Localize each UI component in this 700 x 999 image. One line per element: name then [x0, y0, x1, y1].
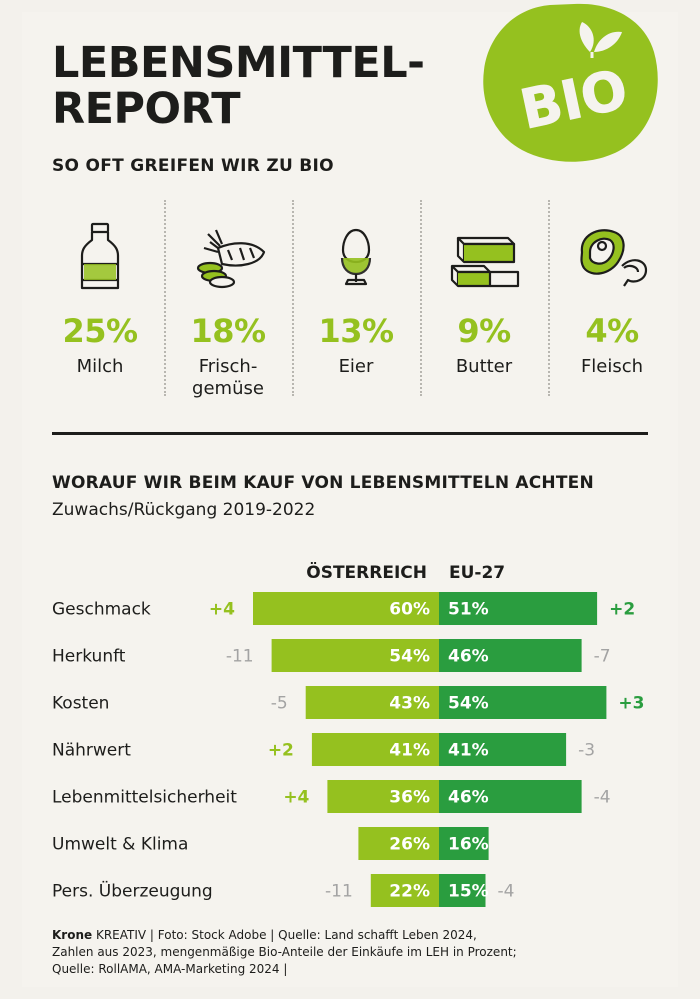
value-label-austria: 26%: [389, 835, 430, 855]
change-label-austria: -5: [271, 694, 288, 714]
category-label: Herkunft: [52, 647, 126, 667]
bar-eu: [439, 733, 567, 766]
bar-austria: [327, 780, 439, 813]
value-label-austria: 22%: [389, 882, 430, 902]
value-label-eu: 46%: [448, 788, 489, 808]
product-pct: 4%: [585, 312, 639, 350]
value-label-austria: 60%: [389, 600, 430, 620]
bar-eu: [439, 639, 582, 672]
value-label-eu: 46%: [448, 647, 489, 667]
product-label: Frisch- gemüse: [192, 356, 264, 399]
bar-austria: [305, 686, 439, 719]
page-title: LEBENSMITTEL- REPORT: [52, 38, 425, 134]
product-pct: 18%: [190, 312, 266, 350]
footer-line-3: Quelle: RollAMA, AMA-Marketing 2024 |: [52, 962, 288, 976]
change-label-eu: -4: [594, 788, 611, 808]
page-frame: [22, 12, 678, 987]
title-line-1: LEBENSMITTEL-: [52, 38, 425, 88]
change-label-eu: -4: [498, 882, 515, 902]
product-label: Milch: [76, 356, 124, 377]
milk-bottle-icon: [80, 222, 120, 290]
product-eggs: 13% Eier: [292, 200, 420, 400]
divider: [164, 200, 166, 396]
bar-austria: [271, 639, 439, 672]
value-label-austria: 54%: [389, 647, 430, 667]
value-label-eu: 41%: [448, 741, 489, 761]
bar-eu: [439, 780, 582, 813]
product-pct: 25%: [62, 312, 138, 350]
meat-icon: [580, 229, 648, 287]
product-label: Butter: [455, 356, 513, 377]
change-label-austria: +4: [283, 788, 309, 808]
chart-title: WORAUF WIR BEIM KAUF VON LEBENSMITTELN A…: [52, 473, 594, 493]
change-label-austria: -11: [226, 647, 254, 667]
chart-subtitle: Zuwachs/Rückgang 2019-2022: [52, 500, 316, 520]
value-label-austria: 36%: [389, 788, 430, 808]
bar-eu: [439, 686, 607, 719]
change-label-eu: -7: [594, 647, 611, 667]
value-label-austria: 41%: [389, 741, 430, 761]
change-label-austria: +4: [209, 600, 235, 620]
divider: [292, 200, 294, 396]
change-label-eu: +2: [609, 600, 635, 620]
change-label-austria: -11: [325, 882, 353, 902]
footer-line-1: KREATIV | Foto: Stock Adobe | Quelle: La…: [92, 928, 477, 942]
leaf-icon: [579, 22, 622, 58]
product-butter: 9% Butter: [420, 200, 548, 400]
product-milk: 25% Milch: [36, 200, 164, 400]
butter-icon: [450, 236, 520, 288]
bar-austria: [311, 733, 439, 766]
product-pct: 13%: [318, 312, 394, 350]
category-label: Kosten: [52, 694, 109, 714]
change-label-eu: -3: [578, 741, 595, 761]
legend-austria: ÖSTERREICH: [306, 561, 427, 583]
bar-eu: [439, 592, 598, 625]
product-pct: 9%: [457, 312, 511, 350]
vegetables-icon: [196, 229, 266, 289]
divider: [420, 200, 422, 396]
product-label: Fleisch: [580, 356, 644, 377]
category-label: Lebenmittelsicherheit: [52, 788, 237, 808]
value-label-eu: 51%: [448, 600, 489, 620]
title-line-2: REPORT: [52, 84, 241, 134]
value-label-eu: 15%: [448, 882, 489, 902]
category-label: Geschmack: [52, 600, 151, 620]
product-label: Eier: [338, 356, 374, 377]
divider: [548, 200, 550, 396]
bar-austria: [370, 874, 439, 907]
value-label-austria: 43%: [389, 694, 430, 714]
category-label: Umwelt & Klima: [52, 835, 188, 855]
section-subtitle: SO OFT GREIFEN WIR ZU BIO: [52, 156, 334, 176]
bar-austria: [358, 827, 439, 860]
category-label: Pers. Überzeugung: [52, 880, 213, 902]
change-label-austria: +2: [268, 741, 294, 761]
change-label-eu: +3: [618, 694, 644, 714]
bar-eu: [439, 874, 486, 907]
section-divider: [52, 432, 648, 435]
footer-brand: Krone: [52, 928, 93, 942]
value-label-eu: 16%: [448, 835, 489, 855]
bar-austria: [253, 592, 439, 625]
source-footer: Krone KREATIV | Foto: Stock Adobe | Quel…: [52, 927, 652, 978]
footer-line-2: Zahlen aus 2023, mengenmäßige Bio-Anteil…: [52, 945, 517, 959]
egg-icon: [340, 228, 372, 286]
value-label-eu: 54%: [448, 694, 489, 714]
bar-eu: [439, 827, 489, 860]
legend-eu: EU-27: [449, 563, 505, 583]
bio-share-row: 25% Milch 18% Frisch- gemüse 13% Eier: [36, 200, 648, 400]
product-meat: 4% Fleisch: [548, 200, 676, 400]
category-label: Nährwert: [52, 741, 131, 761]
product-vegetables: 18% Frisch- gemüse: [164, 200, 292, 400]
bio-badge: BIO: [483, 3, 658, 162]
